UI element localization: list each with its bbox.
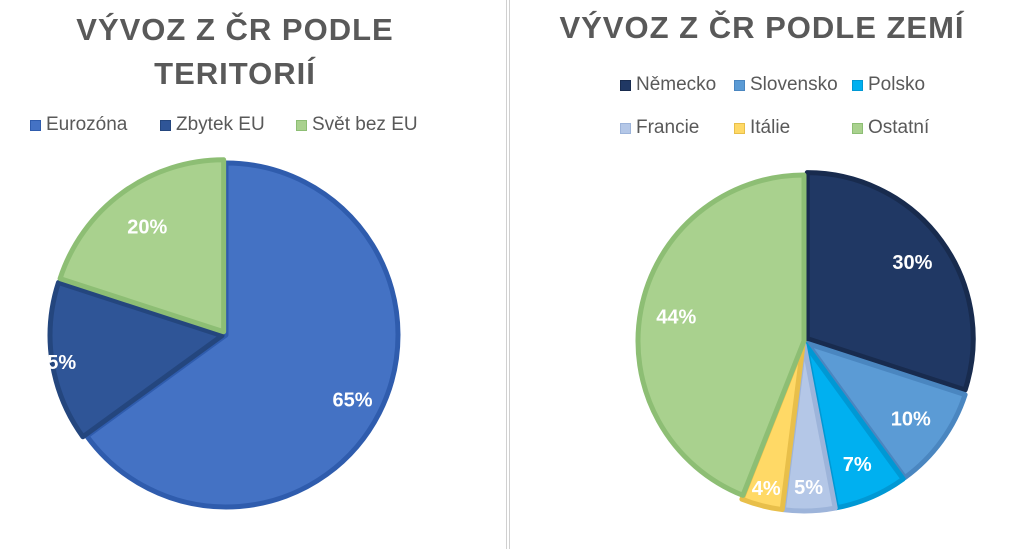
chart-title: VÝVOZ Z ČR PODLE ZEMÍ (559, 10, 965, 45)
legend-label: Itálie (750, 117, 791, 138)
legend-label: Slovensko (750, 74, 838, 95)
pie-slice-ostatni (635, 172, 807, 498)
legend-swatch (160, 119, 171, 131)
legend-item-nemecko: Německo (620, 74, 716, 96)
data-label-zbytek-eu: 15% (36, 352, 76, 374)
legend-swatch (852, 122, 863, 134)
legend-item-eurozona: Eurozóna (30, 114, 127, 136)
legend-swatch (296, 119, 307, 131)
pie-slice-nemecko (804, 170, 976, 393)
pie-slice-slovensko (804, 340, 968, 481)
legend-item-slovensko: Slovensko (734, 74, 838, 96)
data-label-nemecko: 30% (892, 252, 932, 274)
legend-item-polsko: Polsko (852, 74, 925, 96)
legend-label: Eurozóna (46, 114, 128, 135)
legend-label: Svět bez EU (312, 114, 418, 135)
legend-swatch (620, 79, 631, 91)
legend-label: Německo (636, 74, 717, 95)
chart-panel-territories: VÝVOZ Z ČR PODLE TERITORIÍ Eurozóna Zbyt… (30, 12, 418, 510)
legend-label: Ostatní (868, 117, 930, 138)
data-label-eurozona: 65% (333, 389, 373, 411)
chart-title: VÝVOZ Z ČR PODLE TERITORIÍ (76, 12, 394, 91)
data-label-polsko: 7% (843, 454, 872, 476)
legend-item-ostatni: Ostatní (852, 117, 929, 139)
legend-item-francie: Francie (620, 117, 699, 139)
pie-chart-territories: 65% 15% 20% (36, 157, 401, 510)
legend-label: Polsko (868, 74, 926, 95)
panel-divider (506, 0, 510, 549)
legend-swatch (30, 119, 41, 131)
pie-slice-eurozona (84, 160, 401, 510)
legend-label: Zbytek EU (176, 114, 265, 135)
data-label-ostatni: 44% (656, 307, 696, 329)
data-label-francie: 5% (794, 477, 823, 499)
chart-panel-countries: VÝVOZ Z ČR PODLE ZEMÍ Německo Slovensko … (512, 0, 1010, 549)
pie-slice-zbytek-eu (47, 279, 225, 440)
legend-item-svet-bez-eu: Svět bez EU (296, 114, 418, 136)
legend-swatch (852, 79, 863, 91)
data-label-svet-bez-eu: 20% (127, 217, 167, 239)
legend-item-zbytek-eu: Zbytek EU (160, 114, 265, 136)
pie-slice-svet-bez-eu (57, 157, 227, 335)
data-label-slovensko: 10% (891, 409, 931, 431)
legend-swatch (734, 79, 745, 91)
legend-item-italie: Itálie (734, 117, 790, 139)
pie-chart-countries: 30% 10% 7% 5% 4% 44% (635, 170, 976, 514)
legend-swatch (620, 122, 631, 134)
data-label-italie: 4% (752, 478, 781, 500)
legend-swatch (734, 122, 745, 134)
legend-label: Francie (636, 117, 700, 138)
